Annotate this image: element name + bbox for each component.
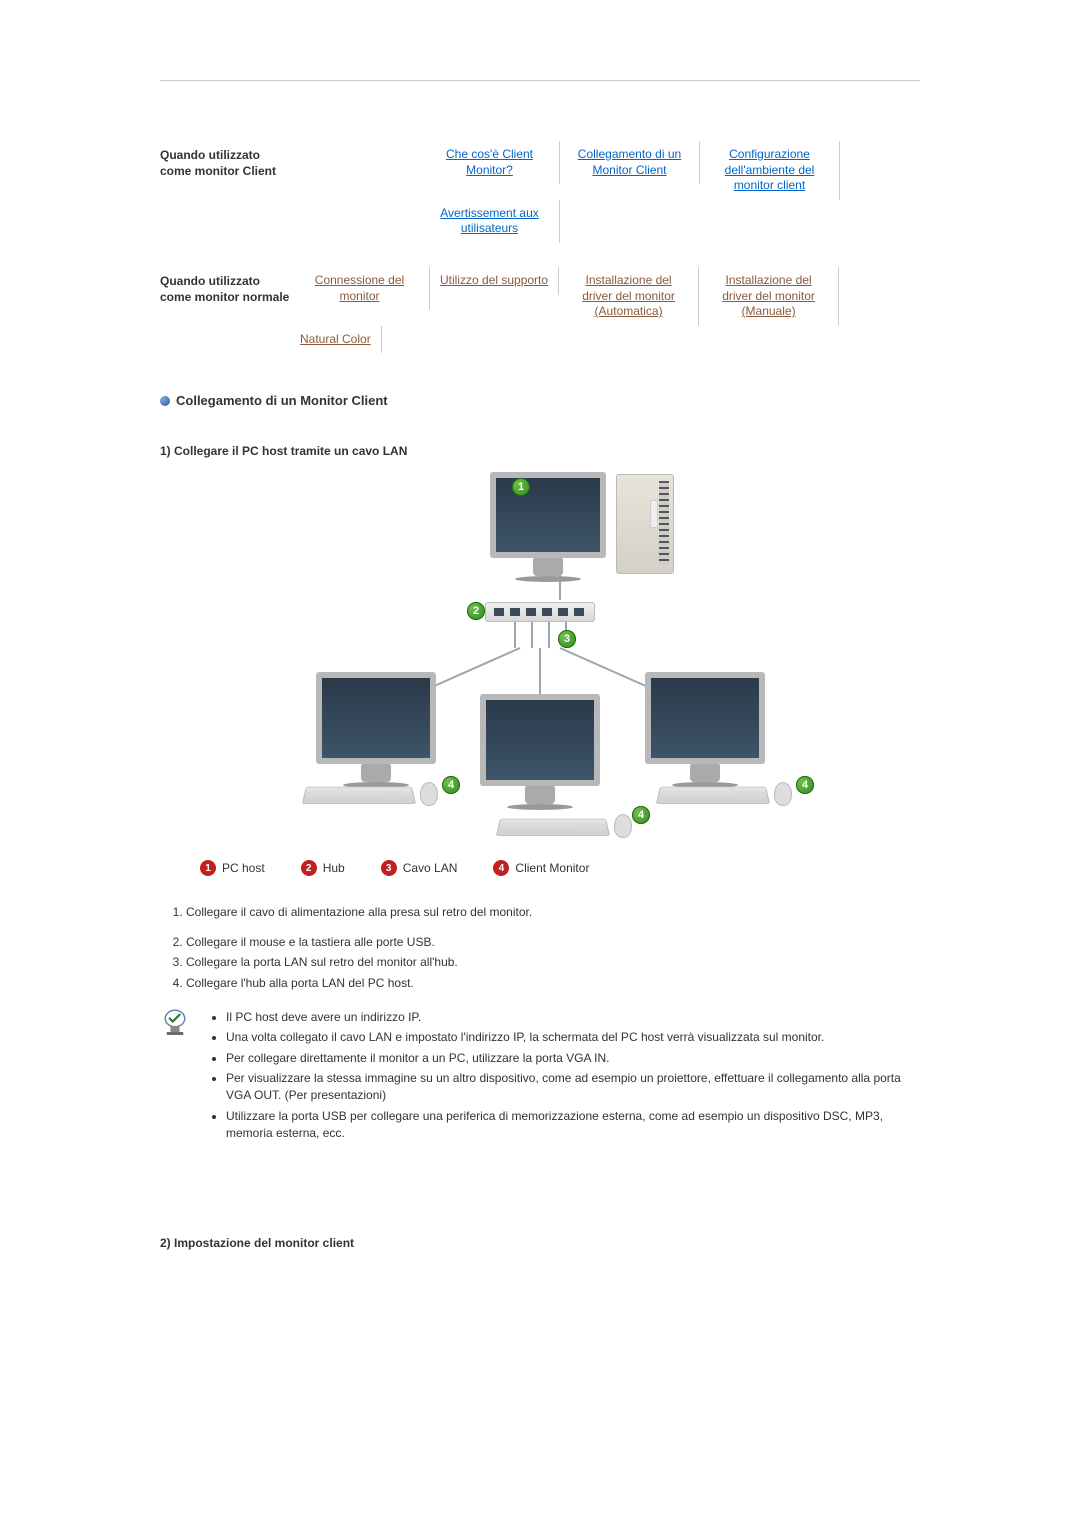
subheading-1: 1) Collegare il PC host tramite un cavo …: [160, 444, 920, 458]
diagram-legend: 1 PC host 2 Hub 3 Cavo LAN 4 Client Moni…: [200, 860, 920, 876]
legend-label-4: Client Monitor: [515, 861, 589, 875]
nav-row1-items: Che cos'è Client Monitor? Collegamento d…: [420, 141, 920, 243]
step-item: Collegare il mouse e la tastiera alle po…: [186, 934, 920, 951]
legend-label-2: Hub: [323, 861, 345, 875]
keyboard-left: [302, 787, 416, 804]
nav-link[interactable]: Installazione del driver del monitor (Au…: [559, 267, 699, 326]
power-strip: [650, 500, 658, 528]
nav-link[interactable]: Avertissement aux utilisateurs: [420, 200, 560, 243]
legend-item: 3 Cavo LAN: [381, 860, 458, 876]
nav-link[interactable]: Natural Color: [290, 326, 382, 354]
host-monitor: [490, 472, 606, 582]
section-title: Collegamento di un Monitor Client: [160, 393, 920, 408]
legend-label-1: PC host: [222, 861, 265, 875]
nav-link[interactable]: Utilizzo del supporto: [430, 267, 559, 295]
step-item: Collegare il cavo di alimentazione alla …: [186, 904, 920, 921]
nav-row1-label: Quando utilizzato come monitor Client: [160, 147, 290, 179]
nav-link[interactable]: Installazione del driver del monitor (Ma…: [699, 267, 839, 326]
note-item: Per collegare direttamente il monitor a …: [226, 1050, 920, 1067]
note-item: Il PC host deve avere un indirizzo IP.: [226, 1009, 920, 1026]
bullet-icon: [160, 396, 170, 406]
nav-label-cell: Quando utilizzato come monitor normale: [160, 267, 290, 305]
legend-item: 4 Client Monitor: [493, 860, 589, 876]
nav-link[interactable]: Connessione del monitor: [290, 267, 430, 310]
steps-list: Collegare il cavo di alimentazione alla …: [186, 904, 920, 992]
note-item: Utilizzare la porta USB per collegare un…: [226, 1108, 920, 1143]
nav-row-normal: Quando utilizzato come monitor normale C…: [160, 267, 920, 353]
legend-item: 2 Hub: [301, 860, 345, 876]
legend-num-2: 2: [301, 860, 317, 876]
nav-link[interactable]: Collegamento di un Monitor Client: [560, 141, 700, 184]
note-block: Il PC host deve avere un indirizzo IP. U…: [160, 1006, 920, 1146]
step-item: Collegare l'hub alla porta LAN del PC ho…: [186, 975, 920, 992]
note-item: Per visualizzare la stessa immagine su u…: [226, 1070, 920, 1105]
client-monitor-center: [480, 694, 600, 810]
callout-4: 4: [442, 776, 460, 794]
callout-4c: 4: [796, 776, 814, 794]
nav-link[interactable]: Configurazione dell'ambiente del monitor…: [700, 141, 840, 200]
mouse-right: [774, 782, 792, 806]
mouse-center: [614, 814, 632, 838]
nav-row2-label: Quando utilizzato come monitor normale: [160, 273, 290, 305]
legend-label-3: Cavo LAN: [403, 861, 458, 875]
note-item: Una volta collegato il cavo LAN e impost…: [226, 1029, 920, 1046]
client-monitor-left: [316, 672, 436, 788]
nav-row-client: Quando utilizzato come monitor Client Ch…: [160, 141, 920, 243]
legend-item: 1 PC host: [200, 860, 265, 876]
nav-rows: Quando utilizzato come monitor Client Ch…: [160, 141, 920, 353]
subheading-2: 2) Impostazione del monitor client: [160, 1236, 920, 1250]
mouse-left: [420, 782, 438, 806]
nav-row2-items: Connessione del monitor Utilizzo del sup…: [290, 267, 920, 353]
legend-num-4: 4: [493, 860, 509, 876]
keyboard-center: [496, 819, 610, 836]
client-monitor-right: [645, 672, 765, 788]
network-hub: [485, 602, 595, 622]
callout-4b: 4: [632, 806, 650, 824]
keyboard-right: [656, 787, 770, 804]
nav-link[interactable]: Che cos'è Client Monitor?: [420, 141, 560, 184]
legend-num-3: 3: [381, 860, 397, 876]
top-divider: [160, 80, 920, 81]
checkmark-note-icon: [160, 1006, 194, 1146]
callout-3: 3: [558, 630, 576, 648]
section-title-text: Collegamento di un Monitor Client: [176, 393, 388, 408]
host-pc-tower: [616, 474, 674, 574]
notes-list: Il PC host deve avere un indirizzo IP. U…: [226, 1006, 920, 1146]
connection-diagram: 1 2 3 4 4 4: [260, 472, 820, 852]
diagram-wrap: 1 2 3 4 4 4: [160, 472, 920, 852]
page: Quando utilizzato come monitor Client Ch…: [120, 0, 960, 1324]
nav-label-cell: Quando utilizzato come monitor Client: [160, 141, 290, 179]
callout-2: 2: [467, 602, 485, 620]
legend-num-1: 1: [200, 860, 216, 876]
step-item: Collegare la porta LAN sul retro del mon…: [186, 954, 920, 971]
